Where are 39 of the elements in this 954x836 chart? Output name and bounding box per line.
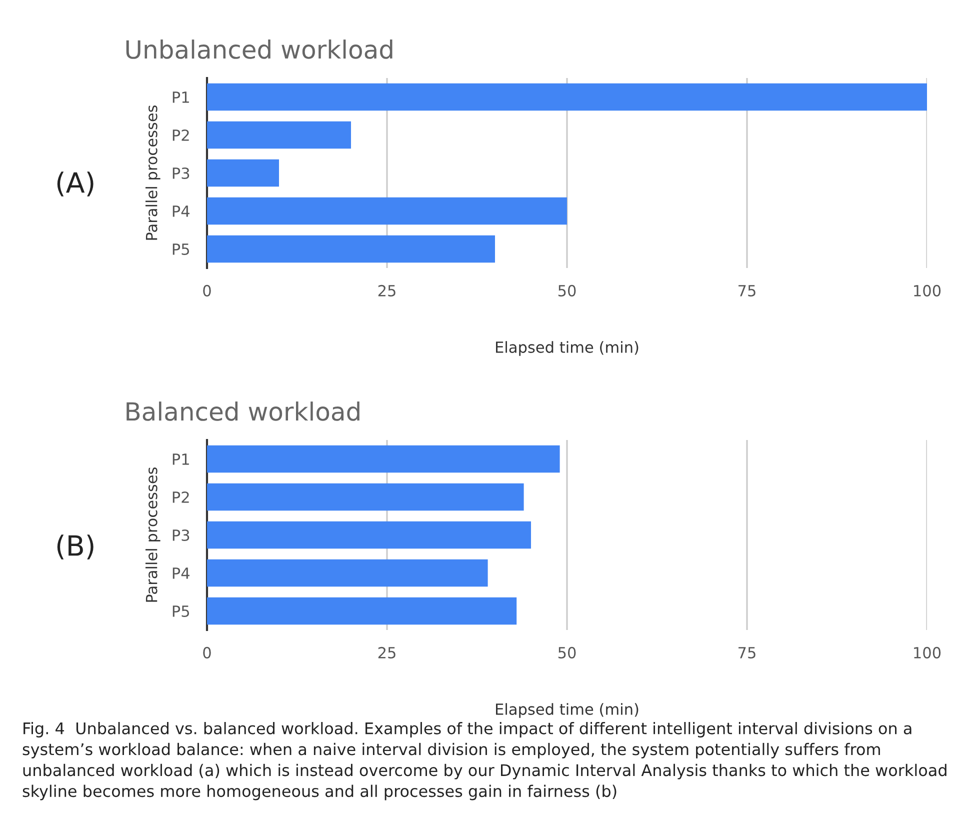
x-tick-label: 50	[558, 646, 576, 658]
text: (B)	[57, 534, 94, 560]
y-tick-label: P4	[172, 568, 190, 579]
bar	[207, 559, 488, 587]
x-tick-label: 0	[203, 284, 211, 296]
bar	[207, 483, 524, 511]
bar	[207, 521, 531, 549]
x-tick-label: 0	[203, 646, 211, 658]
bar	[207, 159, 279, 187]
x-tick-label: 25	[378, 284, 396, 296]
y-tick-label: P1	[172, 454, 189, 465]
chart-title: Unbalanced workload	[126, 40, 392, 59]
x-tick-label: 100	[914, 646, 941, 658]
x-tick-label: 25	[378, 646, 396, 658]
chart-title: Balanced workload	[126, 402, 360, 421]
x-tick-label: 50	[558, 284, 576, 296]
caption: Fig. 4 Unbalanced vs. balanced workload. Examples of the impact of different intelligent interval divisions on a system’s workload balance: when a naive interval division is employed, the system potentially suffers from unbalanced workload (a) which is instead overcome by our Dynamic Interval Analysis thanks to which the workload skyline becomes more homogeneous and all processes gain in fairness (b)	[22, 722, 946, 800]
y-tick-label: P4	[172, 206, 190, 217]
x-tick-label: 100	[914, 284, 941, 296]
bar	[207, 197, 567, 225]
y-tick-label: P1	[172, 92, 189, 103]
bar	[207, 235, 495, 263]
x-tick-label: 75	[738, 285, 756, 296]
bar	[207, 445, 560, 473]
x-axis-title: Elapsed time (min)	[496, 703, 638, 718]
y-tick-label: P3	[172, 167, 190, 180]
y-tick-label: P2	[172, 129, 189, 141]
y-axis-title: Parallel processes	[146, 467, 160, 602]
x-tick-label: 75	[738, 647, 756, 658]
x-axis-title: Elapsed time (min)	[496, 341, 638, 356]
y-tick-label: P5	[172, 606, 189, 618]
bar	[207, 121, 351, 149]
y-tick-label: P2	[172, 491, 189, 503]
y-axis-title: Parallel processes	[146, 105, 160, 240]
bar	[207, 83, 927, 111]
text: (A)	[57, 172, 94, 196]
y-tick-label: P3	[172, 529, 190, 542]
bar	[207, 597, 517, 625]
y-tick-label: P5	[172, 244, 189, 256]
